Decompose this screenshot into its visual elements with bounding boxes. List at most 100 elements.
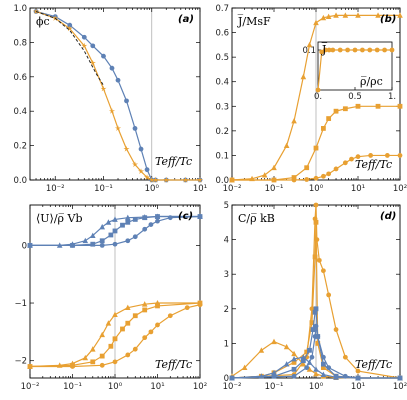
y-tick-label: 0.0 bbox=[215, 176, 229, 186]
data-point bbox=[315, 334, 321, 339]
data-point bbox=[312, 254, 318, 260]
data-point bbox=[326, 365, 332, 371]
data-point bbox=[291, 366, 297, 372]
series-line bbox=[231, 14, 400, 181]
x-tick-label: 10¹ bbox=[351, 382, 365, 392]
data-point bbox=[355, 154, 361, 160]
inset-plot: 0. 0.5 1. 0.1 J̅ ρ̅/ρc bbox=[302, 41, 396, 102]
y-tick-label: 0.5 bbox=[215, 53, 229, 63]
data-point bbox=[315, 341, 321, 346]
data-point bbox=[258, 347, 265, 353]
data-point bbox=[32, 8, 40, 15]
series-line bbox=[231, 356, 400, 379]
x-tick-label: 10⁰ bbox=[309, 382, 324, 392]
y-tick-label: 0.2 bbox=[13, 142, 27, 152]
data-point bbox=[397, 153, 403, 158]
data-point bbox=[124, 304, 131, 311]
panel-label: (b) bbox=[380, 14, 396, 25]
data-point bbox=[142, 335, 148, 341]
y-axis-title: C/ρ̅ kB bbox=[238, 212, 275, 225]
data-point bbox=[100, 85, 107, 92]
series-line bbox=[30, 304, 201, 368]
inset-data-point bbox=[360, 47, 365, 53]
data-point bbox=[368, 153, 374, 158]
data-point bbox=[108, 232, 114, 238]
data-point bbox=[124, 214, 131, 221]
data-point bbox=[114, 125, 122, 131]
data-point bbox=[112, 311, 118, 317]
data-point bbox=[326, 116, 332, 121]
data-point bbox=[89, 346, 96, 352]
data-point bbox=[132, 346, 138, 352]
data-point bbox=[313, 323, 319, 329]
data-point bbox=[300, 358, 306, 364]
data-point bbox=[355, 368, 361, 374]
data-point bbox=[355, 12, 361, 18]
data-point bbox=[320, 361, 326, 367]
y-tick-label: −2 bbox=[14, 357, 27, 367]
data-point bbox=[291, 177, 297, 183]
data-point bbox=[124, 98, 129, 104]
data-point bbox=[271, 369, 277, 376]
data-point bbox=[320, 354, 326, 360]
y-tick-label: 0.4 bbox=[215, 78, 229, 88]
y-tick-label: 5 bbox=[224, 201, 229, 211]
inset-x-axis-title: ρ̅/ρc bbox=[360, 75, 383, 88]
data-point bbox=[155, 218, 160, 224]
data-point bbox=[120, 326, 125, 332]
data-point bbox=[125, 320, 131, 326]
y-tick-label: 0 bbox=[224, 374, 229, 384]
data-point bbox=[27, 242, 33, 248]
data-point bbox=[99, 353, 105, 359]
data-point bbox=[229, 177, 235, 183]
x-tick-label: 10⁻¹ bbox=[94, 184, 113, 194]
series-line bbox=[35, 10, 104, 86]
data-point bbox=[333, 166, 339, 172]
data-point bbox=[313, 370, 319, 377]
data-point bbox=[90, 241, 96, 247]
x-tick-label: 10⁻² bbox=[223, 184, 242, 194]
data-point bbox=[120, 222, 125, 228]
data-point bbox=[142, 307, 148, 313]
data-point bbox=[125, 219, 131, 225]
data-point bbox=[112, 216, 118, 222]
y-tick-label: 0.2 bbox=[215, 127, 229, 137]
data-point bbox=[108, 343, 114, 349]
data-point bbox=[82, 354, 89, 361]
data-point bbox=[138, 168, 145, 174]
y-tick-label: 1 bbox=[224, 339, 229, 349]
inset-data-point bbox=[367, 47, 373, 53]
data-point bbox=[155, 303, 160, 309]
panel-label: (c) bbox=[178, 211, 193, 222]
y-tick-label: −1 bbox=[14, 299, 27, 309]
inset-data-point bbox=[323, 47, 328, 53]
data-point bbox=[112, 336, 118, 342]
inset-data-point bbox=[337, 47, 343, 53]
data-point bbox=[109, 65, 115, 71]
data-point bbox=[320, 371, 327, 377]
inset-data-point bbox=[319, 49, 325, 55]
data-point bbox=[384, 153, 390, 158]
data-point bbox=[283, 142, 290, 148]
data-point bbox=[112, 228, 118, 234]
inset-data-point bbox=[326, 47, 332, 53]
data-point bbox=[89, 232, 96, 238]
data-point bbox=[320, 126, 326, 131]
x-tick-label: 10¹ bbox=[351, 184, 365, 194]
inset-data-point bbox=[382, 47, 387, 53]
x-tick-label: 10² bbox=[193, 382, 207, 392]
data-point bbox=[306, 366, 313, 372]
data-point bbox=[82, 237, 89, 244]
data-point bbox=[333, 108, 339, 114]
data-point bbox=[320, 14, 327, 21]
data-point bbox=[326, 171, 332, 177]
data-point bbox=[101, 53, 106, 59]
data-point bbox=[309, 354, 315, 360]
x-tick-label: 10⁻² bbox=[223, 382, 242, 392]
x-tick-label: 10⁻¹ bbox=[265, 184, 284, 194]
data-point bbox=[90, 43, 96, 49]
inset-x-tick-label: 1. bbox=[388, 92, 396, 102]
axes-frame bbox=[29, 7, 201, 181]
data-point bbox=[397, 12, 403, 18]
